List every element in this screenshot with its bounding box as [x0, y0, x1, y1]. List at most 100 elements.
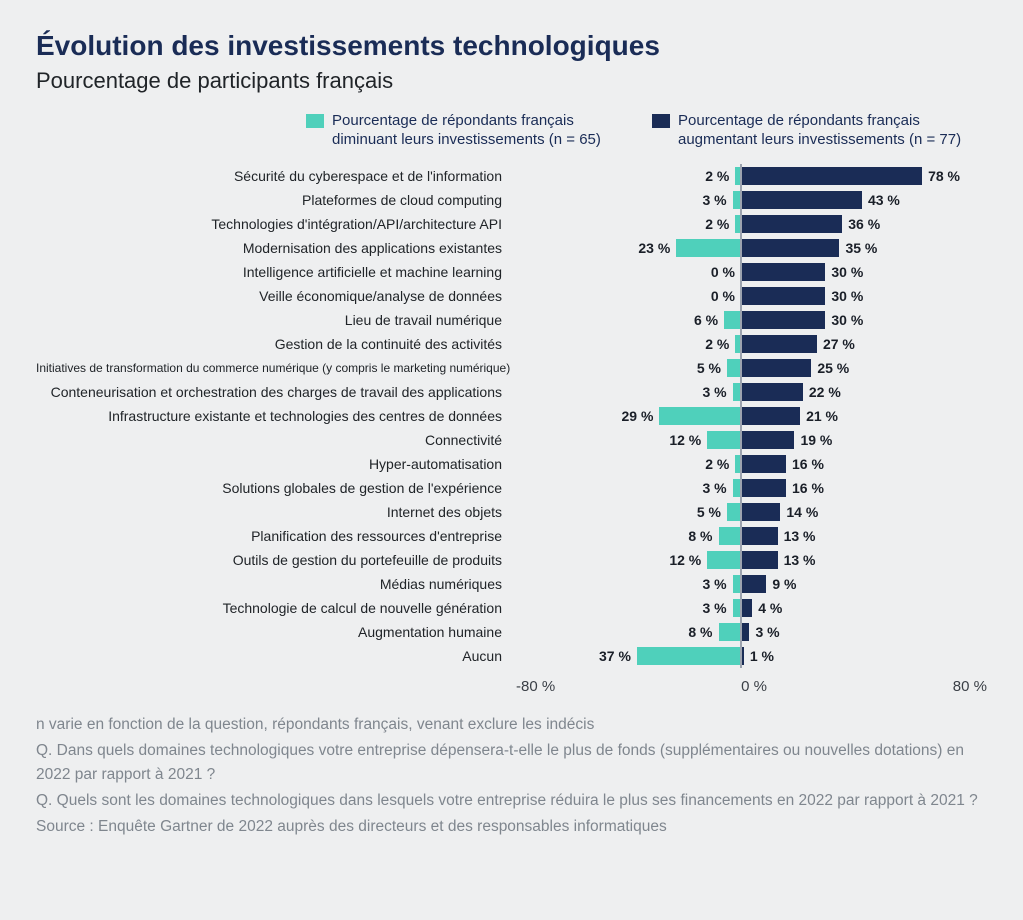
row-label: Connectivité [36, 432, 516, 448]
bar-increase [741, 503, 780, 521]
bar-increase [741, 623, 749, 641]
chart-row: Planification des ressources d'entrepris… [36, 524, 987, 548]
bar-increase [741, 191, 862, 209]
value-decrease: 2 % [699, 336, 735, 352]
axis-tick: 0 % [741, 678, 767, 695]
zero-axis-line [740, 164, 742, 668]
value-increase: 25 % [811, 360, 855, 376]
value-decrease: 3 % [696, 192, 732, 208]
legend-item-increase: Pourcentage de répondants français augme… [652, 112, 962, 150]
chart-row: Aucun 37 % 1 % [36, 644, 987, 668]
value-increase: 36 % [842, 216, 886, 232]
value-decrease: 3 % [696, 480, 732, 496]
chart-row: Technologie de calcul de nouvelle généra… [36, 596, 987, 620]
value-decrease: 29 % [616, 408, 660, 424]
value-decrease: 2 % [699, 216, 735, 232]
value-decrease: 12 % [663, 432, 707, 448]
row-label: Plateformes de cloud computing [36, 192, 516, 208]
bar-increase [741, 239, 839, 257]
chart-row: Initiatives de transformation du commerc… [36, 356, 987, 380]
value-decrease: 5 % [691, 504, 727, 520]
row-label: Aucun [36, 648, 516, 664]
chart-row: Plateformes de cloud computing 3 % 43 % [36, 188, 987, 212]
row-label: Modernisation des applications existante… [36, 240, 516, 256]
value-increase: 43 % [862, 192, 906, 208]
chart-row: Solutions globales de gestion de l'expér… [36, 476, 987, 500]
bar-increase [741, 311, 825, 329]
bar-decrease [727, 503, 741, 521]
bar-decrease [659, 407, 741, 425]
value-increase: 16 % [786, 480, 830, 496]
bar-increase [741, 167, 922, 185]
bar-decrease [719, 623, 742, 641]
bar-increase [741, 455, 786, 473]
bar-increase [741, 551, 778, 569]
legend-item-decrease: Pourcentage de répondants français dimin… [306, 112, 616, 150]
chart-row: Veille économique/analyse de données0 %3… [36, 284, 987, 308]
chart-subtitle: Pourcentage de participants français [36, 68, 987, 94]
value-increase: 21 % [800, 408, 844, 424]
value-decrease: 8 % [682, 528, 718, 544]
value-increase: 14 % [780, 504, 824, 520]
legend-swatch-increase [652, 114, 670, 128]
chart-row: Augmentation humaine8 %3 % [36, 620, 987, 644]
bar-increase [741, 479, 786, 497]
value-decrease: 6 % [688, 312, 724, 328]
bar-increase [741, 599, 752, 617]
value-increase: 1 % [744, 648, 780, 664]
axis-tick: -80 % [516, 678, 555, 695]
footnote-line: Q. Dans quels domaines technologiques vo… [36, 739, 987, 787]
chart-row: Conteneurisation et orchestration des ch… [36, 380, 987, 404]
bar-increase [741, 383, 803, 401]
row-label: Intelligence artificielle et machine lea… [36, 264, 516, 280]
chart-row: Technologies d'intégration/API/architect… [36, 212, 987, 236]
value-decrease: 5 % [691, 360, 727, 376]
value-increase: 16 % [786, 456, 830, 472]
value-decrease: 3 % [696, 600, 732, 616]
footnote-line: n varie en fonction de la question, répo… [36, 713, 987, 737]
bar-decrease [727, 359, 741, 377]
bar-increase [741, 287, 825, 305]
row-label: Augmentation humaine [36, 624, 516, 640]
row-label: Sécurité du cyberespace et de l'informat… [36, 168, 516, 184]
chart-row: Hyper-automatisation2 %16 % [36, 452, 987, 476]
row-label: Internet des objets [36, 504, 516, 520]
value-decrease: 3 % [696, 384, 732, 400]
footnote-line: Q. Quels sont les domaines technologique… [36, 789, 987, 813]
footnotes: n varie en fonction de la question, répo… [36, 713, 987, 839]
value-increase: 35 % [839, 240, 883, 256]
value-decrease: 2 % [699, 168, 735, 184]
bar-decrease [724, 311, 741, 329]
chart-row: Gestion de la continuité des activités 2 … [36, 332, 987, 356]
chart-row: Internet des objets 5 % 14 % [36, 500, 987, 524]
value-decrease: 8 % [682, 624, 718, 640]
row-label: Solutions globales de gestion de l'expér… [36, 480, 516, 496]
value-increase: 19 % [794, 432, 838, 448]
row-label: Gestion de la continuité des activités [36, 336, 516, 352]
bar-increase [741, 263, 825, 281]
value-increase: 22 % [803, 384, 847, 400]
value-increase: 27 % [817, 336, 861, 352]
bar-decrease [719, 527, 742, 545]
chart-row: Sécurité du cyberespace et de l'informat… [36, 164, 987, 188]
value-increase: 78 % [922, 168, 966, 184]
value-decrease: 23 % [632, 240, 676, 256]
axis-tick: 80 % [953, 678, 987, 695]
bar-increase [741, 407, 800, 425]
chart-row: Infrastructure existante et technologies… [36, 404, 987, 428]
value-decrease: 3 % [696, 576, 732, 592]
row-label: Planification des ressources d'entrepris… [36, 528, 516, 544]
value-decrease: 12 % [663, 552, 707, 568]
value-decrease: 37 % [593, 648, 637, 664]
value-increase: 9 % [766, 576, 802, 592]
chart-row: Modernisation des applications existante… [36, 236, 987, 260]
bar-increase [741, 431, 794, 449]
bar-decrease [637, 647, 741, 665]
bar-decrease [707, 551, 741, 569]
footnote-line: Source : Enquête Gartner de 2022 auprès … [36, 815, 987, 839]
value-increase: 30 % [825, 264, 869, 280]
legend: Pourcentage de répondants français dimin… [306, 112, 987, 150]
chart-row: Médias numériques3 %9 % [36, 572, 987, 596]
row-label: Technologie de calcul de nouvelle généra… [36, 600, 516, 616]
row-label: Lieu de travail numérique [36, 312, 516, 328]
